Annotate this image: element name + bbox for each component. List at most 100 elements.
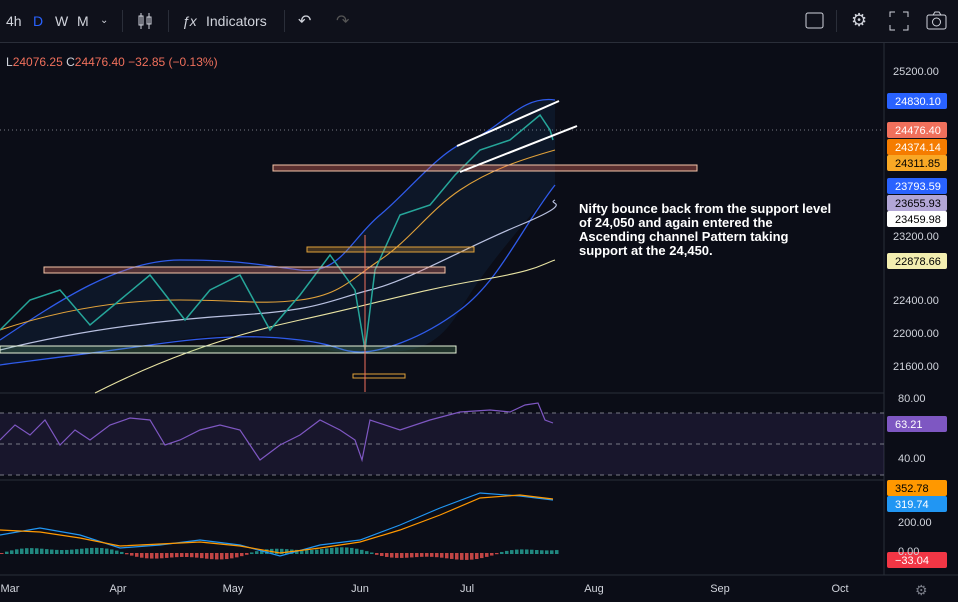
week-button[interactable]: W xyxy=(55,13,69,29)
support-zone xyxy=(43,266,446,274)
histogram-bar xyxy=(300,550,304,554)
dropdown-icon[interactable]: ⌄ xyxy=(100,15,109,26)
price-badge xyxy=(887,496,947,512)
ohlc-legend: L24076.25 C24476.40 −32.85 (−0.13%) xyxy=(6,55,218,69)
histogram-bar xyxy=(60,550,64,554)
histogram-bar xyxy=(155,553,159,559)
macd-axis-label: 0.00 xyxy=(898,546,919,558)
settings-icon[interactable]: ⚙ xyxy=(915,582,928,598)
undo-button[interactable]: ↶ xyxy=(298,13,312,30)
price-axis-label: 23200.00 xyxy=(893,231,939,243)
price-badge xyxy=(887,211,947,227)
layout-icon[interactable] xyxy=(805,12,825,30)
histogram-bar xyxy=(315,549,319,554)
histogram-bar xyxy=(455,553,459,560)
chart-area: 25200.00 23200.00 22400.00 22000.00 2160… xyxy=(0,43,958,598)
fx-icon[interactable]: ƒx xyxy=(182,13,197,29)
price-badge-label: 319.74 xyxy=(895,499,929,511)
histogram-bar xyxy=(305,550,309,554)
histogram-bar xyxy=(495,553,499,555)
settings-button[interactable]: ⚙ xyxy=(851,10,868,30)
snapshot-icon[interactable] xyxy=(926,11,948,31)
price-badge-label: −33.04 xyxy=(895,555,929,567)
fullscreen-icon[interactable] xyxy=(889,11,909,31)
price-path xyxy=(0,113,554,351)
indicators-button[interactable]: Indicators xyxy=(206,13,267,29)
separator xyxy=(836,10,837,32)
histogram-bar xyxy=(550,550,554,554)
histogram-bar xyxy=(480,553,484,559)
histogram-bar xyxy=(465,553,469,560)
histogram-bar xyxy=(510,550,514,554)
marker-box xyxy=(352,373,406,379)
price-badge xyxy=(887,139,947,155)
price-badge xyxy=(887,552,947,568)
histogram-bar xyxy=(210,553,214,560)
price-badge xyxy=(887,480,947,496)
annotation: Nifty bounce back from the support level… xyxy=(579,201,832,258)
rsi-axis-label: 80.00 xyxy=(898,393,926,405)
histogram-bar xyxy=(205,553,209,559)
histogram-bar xyxy=(240,553,244,557)
histogram-bar xyxy=(195,553,199,558)
histogram-bar xyxy=(245,553,249,555)
time-axis-label: Aug xyxy=(584,583,604,595)
histogram-bar xyxy=(135,553,139,557)
histogram-bar xyxy=(330,547,334,554)
histogram-bar xyxy=(260,550,264,554)
histogram-bar xyxy=(170,553,174,558)
histogram-bar xyxy=(350,547,354,554)
interval-button[interactable]: 4h xyxy=(6,13,22,29)
histogram-bar xyxy=(365,551,369,554)
histogram-bar xyxy=(460,553,464,560)
histogram-bar xyxy=(320,549,324,554)
price-badge-label: 23793.59 xyxy=(895,181,941,193)
histogram-bar xyxy=(30,548,34,554)
day-button[interactable]: D xyxy=(33,13,44,29)
price-badge-label: 63.21 xyxy=(895,419,923,431)
price-badge-label: 24476.40 xyxy=(895,125,941,137)
histogram-bar xyxy=(165,553,169,558)
histogram-bar xyxy=(420,553,424,557)
signal-line xyxy=(0,494,554,554)
price-badge-label: 24374.14 xyxy=(895,142,941,154)
histogram-bar xyxy=(335,547,339,554)
histogram-bar xyxy=(110,549,114,554)
separator xyxy=(284,10,285,32)
histogram-bar xyxy=(360,549,364,554)
histogram-bar xyxy=(340,547,344,554)
redo-button[interactable]: ↷ xyxy=(336,13,350,30)
separator xyxy=(122,10,123,32)
histogram-bar xyxy=(490,553,494,556)
price-badge xyxy=(887,253,947,269)
chart-type-icon[interactable] xyxy=(136,11,154,31)
histogram-bar xyxy=(475,553,479,560)
price-badge xyxy=(887,416,947,432)
histogram-bar xyxy=(235,553,239,558)
histogram-bar xyxy=(505,550,509,554)
histogram-bar xyxy=(385,553,389,557)
macd-histogram xyxy=(0,547,559,560)
histogram-bar xyxy=(90,547,94,554)
histogram-bar xyxy=(425,553,429,557)
time-axis-label: May xyxy=(223,583,244,595)
histogram-bar xyxy=(0,553,4,554)
moving-average xyxy=(94,259,556,394)
histogram-bar xyxy=(40,548,44,554)
histogram-bar xyxy=(370,552,374,554)
histogram-bar xyxy=(485,553,489,557)
histogram-bar xyxy=(105,548,109,554)
histogram-bar xyxy=(375,553,379,555)
histogram-bar xyxy=(310,549,314,554)
histogram-bar xyxy=(65,549,69,554)
moving-average xyxy=(0,199,557,351)
histogram-bar xyxy=(115,550,119,554)
histogram-bar xyxy=(555,550,559,554)
price-badge xyxy=(887,195,947,211)
histogram-bar xyxy=(275,548,279,554)
month-button[interactable]: M xyxy=(77,13,89,29)
support-zone xyxy=(0,345,457,354)
price-badge-label: 23655.93 xyxy=(895,198,941,210)
histogram-bar xyxy=(435,553,439,558)
